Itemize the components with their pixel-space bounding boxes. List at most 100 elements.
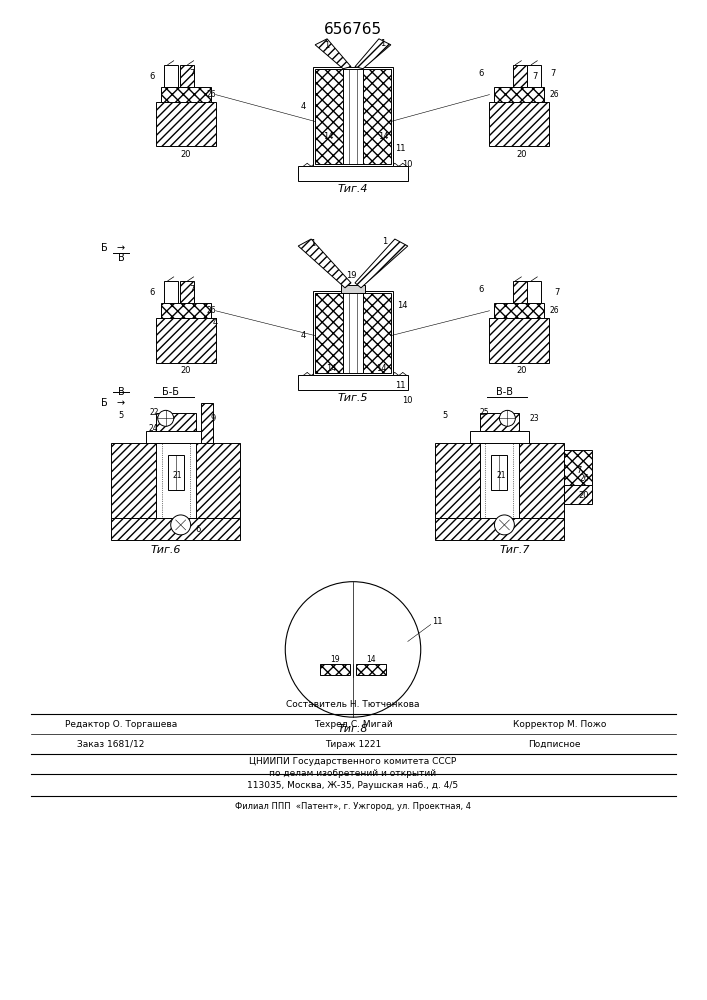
Text: 22: 22 [149,408,158,417]
Bar [315,69,343,164]
Text: Тираж 1221: Тираж 1221 [325,740,381,749]
Bar [491,455,508,490]
Text: Τиг.6: Τиг.6 [151,545,181,555]
Text: Τиг.7: Τиг.7 [499,545,530,555]
Text: В: В [117,253,124,263]
Bar [146,431,206,443]
Text: 6: 6 [479,69,484,78]
Bar [343,293,363,373]
Polygon shape [355,239,408,288]
Text: 14: 14 [375,364,386,373]
Bar [201,403,213,443]
Circle shape [494,515,515,535]
Polygon shape [315,39,351,69]
Text: Составитель Н. Тютченкова: Составитель Н. Тютченкова [286,700,420,709]
Text: 20: 20 [579,491,590,500]
Text: ЦНИИПИ Государственного комитета СССР: ЦНИИПИ Государственного комитета СССР [250,757,457,766]
Bar [527,281,542,303]
Text: 6: 6 [195,525,200,534]
Text: 14: 14 [397,301,408,310]
Bar [564,485,592,504]
Bar [479,443,520,518]
Text: Б-Б: Б-Б [162,387,179,397]
Bar [180,65,194,87]
Text: Б: Б [100,398,107,408]
Polygon shape [355,39,391,69]
Bar [494,87,544,102]
Text: 26: 26 [549,306,559,315]
Bar [160,303,211,318]
Polygon shape [298,239,351,288]
Circle shape [158,410,174,426]
Bar [527,65,542,87]
Bar [320,664,350,675]
Text: 21: 21 [496,471,506,480]
Text: 7: 7 [532,72,538,81]
Text: Заказ 1681/12: Заказ 1681/12 [77,740,145,749]
Bar [156,413,196,431]
Text: 20: 20 [180,366,191,375]
Bar [363,69,391,164]
Text: Корректор М. Пожо: Корректор М. Пожо [513,720,606,729]
Text: 20: 20 [516,150,527,159]
Text: 14: 14 [366,655,375,664]
Bar [489,102,549,146]
Bar [111,518,240,540]
Bar [513,65,527,87]
Bar [313,67,393,166]
Bar [356,664,386,675]
Text: 11: 11 [433,617,443,626]
Text: 7: 7 [189,285,194,294]
Bar [494,303,544,318]
Bar [313,291,393,375]
Text: 5: 5 [442,411,448,420]
Text: Τиг.4: Τиг.4 [338,184,368,194]
Bar [520,443,564,518]
Text: 9: 9 [211,414,216,423]
Text: 11: 11 [395,144,406,153]
Text: 26: 26 [206,90,216,99]
Text: по делам изобретений и открытий: по делам изобретений и открытий [269,769,436,778]
Text: 6: 6 [149,288,155,297]
Text: Техред С. Мигай: Техред С. Мигай [314,720,392,729]
Text: 5: 5 [118,411,124,420]
Text: 1: 1 [310,239,316,248]
Text: 7: 7 [576,466,582,475]
Circle shape [499,410,515,426]
Bar [164,281,177,303]
Circle shape [170,515,191,535]
Text: 6: 6 [479,285,484,294]
Bar [315,293,343,373]
Text: 7: 7 [189,69,194,78]
Text: 4: 4 [213,318,218,327]
Text: 7: 7 [554,288,560,297]
Text: 25: 25 [479,408,489,417]
Text: 14: 14 [323,132,333,141]
Bar [513,281,527,303]
Bar [363,293,391,373]
Text: 19: 19 [346,271,356,280]
Text: 26: 26 [549,90,559,99]
Bar [168,455,184,490]
Text: Τиг.8: Τиг.8 [338,724,368,734]
Bar [479,413,520,431]
Bar [564,450,592,485]
Bar [156,443,196,518]
Text: 10: 10 [402,160,413,169]
Text: 10: 10 [402,396,413,405]
Text: 1: 1 [382,237,387,246]
Bar [196,443,240,518]
Bar [489,318,549,363]
Bar [156,318,216,363]
Text: 7: 7 [551,69,556,78]
Bar [156,102,216,146]
Text: Редактор О. Торгашева: Редактор О. Торгашева [65,720,177,729]
Text: 1: 1 [325,41,329,50]
Text: 6: 6 [149,72,155,81]
Text: 21: 21 [173,471,182,480]
Text: В: В [117,387,124,397]
Bar [180,281,194,303]
Text: В-В: В-В [496,387,513,397]
Text: →: → [117,243,125,253]
Text: 4: 4 [300,331,306,340]
